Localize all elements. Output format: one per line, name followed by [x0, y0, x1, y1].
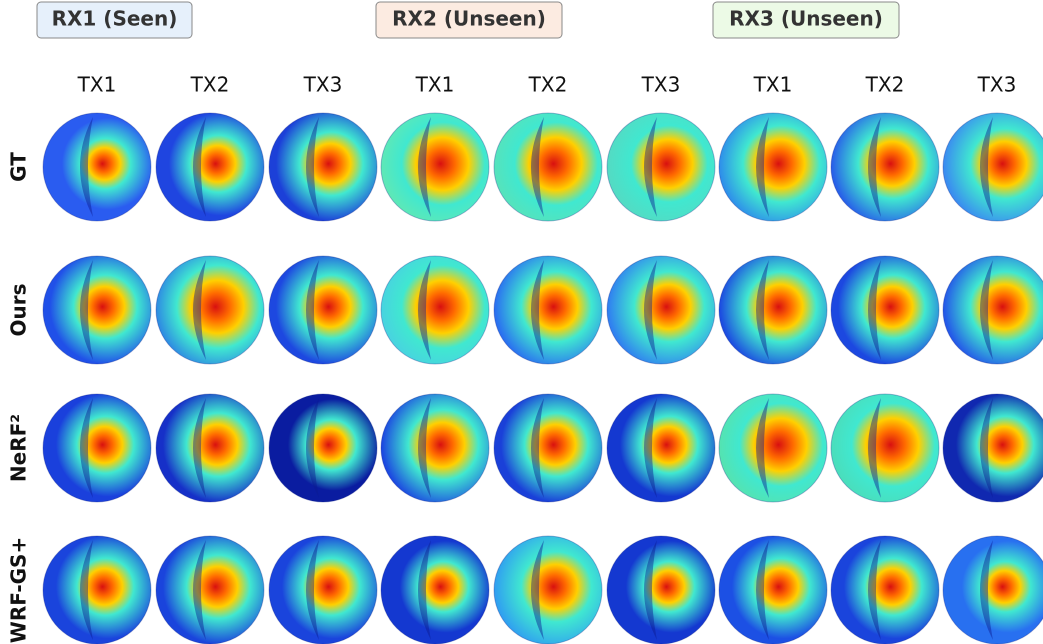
heatmap-disk: [607, 256, 715, 364]
heatmap-disk: [269, 256, 377, 364]
heatmap-disk: [381, 536, 489, 644]
column-label: TX2: [190, 73, 230, 97]
heatmap-disk: [831, 256, 939, 364]
heatmap-disk: [156, 394, 264, 502]
heatmap-disk: [831, 113, 939, 221]
figure: RX1 (Seen) RX2 (Unseen) RX3 (Unseen) TX1 TX2…: [0, 0, 1043, 644]
heatmap-disk: [43, 113, 151, 221]
column-label: TX2: [865, 73, 905, 97]
heatmap-disk: [156, 536, 264, 644]
heatmap-disk: [269, 394, 377, 502]
heatmap-disk: [43, 536, 151, 644]
heatmap-disk: [607, 113, 715, 221]
column-label: TX1: [753, 73, 793, 97]
row-label: Ours: [7, 283, 31, 336]
column-label: TX3: [641, 73, 681, 97]
page: RX1 (Seen) RX2 (Unseen) RX3 (Unseen) TX1 TX2…: [0, 0, 1043, 644]
heatmap-disk: [269, 536, 377, 644]
row-label: NeRF²: [7, 414, 31, 482]
group-label: RX1 (Seen): [52, 7, 178, 31]
column-label: TX1: [415, 73, 455, 97]
column-label: TX1: [77, 73, 117, 97]
heatmap-disk: [381, 256, 489, 364]
heatmap-disk: [381, 113, 489, 221]
heatmap-disk: [719, 394, 827, 502]
heatmap-disk: [156, 113, 264, 221]
heatmap-disk: [269, 113, 377, 221]
group-label: RX2 (Unseen): [392, 7, 546, 31]
heatmap-disk: [43, 394, 151, 502]
heatmap-disk: [156, 256, 264, 364]
heatmap-disk: [719, 536, 827, 644]
row-label: GT: [7, 152, 31, 182]
heatmap-disk: [719, 113, 827, 221]
column-label: TX3: [303, 73, 343, 97]
heatmap-disk: [719, 256, 827, 364]
heatmap-disk: [831, 394, 939, 502]
heatmap-disk: [607, 394, 715, 502]
heatmap-disk: [494, 256, 602, 364]
column-label: TX2: [528, 73, 568, 97]
column-label: TX3: [977, 73, 1017, 97]
heatmap-disk: [607, 536, 715, 644]
heatmap-disk: [494, 113, 602, 221]
group-label: RX3 (Unseen): [729, 7, 883, 31]
heatmap-disk: [494, 394, 602, 502]
heatmap-disk: [494, 536, 602, 644]
heatmap-disk: [43, 256, 151, 364]
heatmap-disk: [381, 394, 489, 502]
heatmap-disk: [831, 536, 939, 644]
row-label: WRF-GS+: [7, 537, 31, 643]
